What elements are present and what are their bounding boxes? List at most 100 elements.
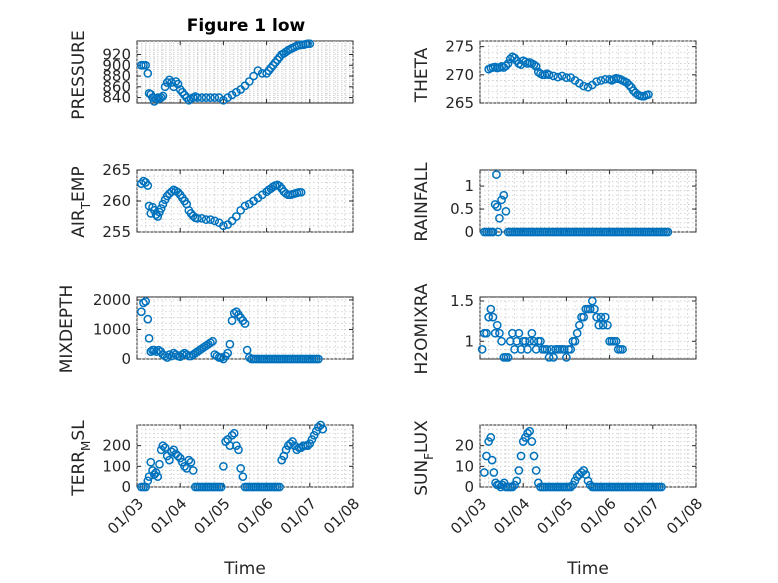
x-tick-label: 01/05: [190, 495, 233, 538]
data-point: [223, 348, 233, 358]
sun-flux-plot: 0 10 20 01/03 01/04 01/05 01/06 01/07 01/08: [447, 424, 706, 538]
data-point: [184, 95, 194, 105]
y-tick-label: 0: [464, 223, 474, 241]
data-point: [223, 93, 233, 102]
data-point: [296, 187, 306, 197]
y-tick-label: 275: [445, 38, 474, 56]
data-point: [592, 77, 601, 86]
data-point: [175, 453, 185, 463]
data-point: [151, 468, 161, 477]
y-tick-label: 920: [102, 45, 131, 63]
data-point: [184, 455, 194, 465]
data-point: [232, 212, 241, 221]
data-point: [216, 482, 226, 492]
data-point: [527, 437, 537, 446]
data-point: [590, 304, 599, 314]
data-point: [529, 451, 539, 461]
data-point: [146, 457, 156, 467]
data-point: [603, 320, 612, 330]
y-tick-label: 1.5: [450, 292, 474, 310]
x-tick-label: 01/08: [320, 495, 363, 538]
x-tick-label: 01/05: [533, 495, 576, 538]
data-point: [141, 60, 150, 70]
data-point: [486, 433, 496, 442]
x-tick-label: 01/07: [277, 495, 320, 538]
data-point: [201, 93, 211, 102]
data-point: [479, 468, 489, 477]
data-point: [542, 344, 552, 354]
data-point: [153, 212, 163, 221]
data-point: [622, 78, 632, 88]
air-temp-plot: 255 260 265: [102, 161, 354, 241]
y-tick-label: 10: [455, 457, 474, 475]
data-point: [305, 39, 315, 49]
data-point: [227, 316, 237, 325]
data-point: [173, 451, 183, 461]
x-tick-label: 01/06: [577, 495, 620, 538]
y-tick-label: 265: [102, 161, 131, 179]
data-point: [156, 204, 166, 213]
data-point: [193, 93, 202, 102]
terr-msl-ylabel: TERRMSL: [69, 420, 93, 497]
data-point: [557, 71, 567, 81]
y-tick-label: 840: [102, 89, 131, 107]
data-point: [188, 211, 198, 221]
data-point: [180, 461, 189, 471]
data-point: [514, 466, 524, 475]
data-point: [525, 336, 535, 346]
data-point: [492, 170, 501, 179]
y-tick-label: 0: [121, 350, 131, 368]
data-point: [490, 328, 500, 338]
data-point: [240, 81, 250, 91]
data-point: [136, 307, 146, 317]
data-point: [232, 87, 241, 97]
data-point: [193, 214, 202, 223]
x-tick-label: 01/04: [147, 495, 190, 538]
data-point: [484, 312, 493, 322]
rainfall-ylabel: RAINFALL: [412, 162, 432, 242]
data-point: [549, 71, 558, 81]
data-point: [143, 181, 153, 190]
data-point: [512, 476, 522, 486]
data-point: [236, 464, 246, 473]
y-tick-label: 2000: [93, 291, 131, 309]
data-point: [188, 466, 198, 475]
data-point: [489, 468, 499, 477]
theta-ylabel: THETA: [412, 47, 432, 103]
data-point: [153, 472, 163, 482]
data-point: [307, 435, 317, 444]
data-point: [488, 312, 498, 322]
data-point: [186, 209, 196, 218]
data-point: [600, 312, 610, 322]
theta-plot: 265 270 275: [445, 38, 697, 112]
data-point: [234, 445, 243, 455]
data-point: [309, 430, 319, 440]
x-tick-label: 01/03: [104, 495, 147, 538]
data-point: [570, 336, 580, 346]
data-point: [501, 206, 511, 216]
data-point: [210, 216, 220, 226]
data-point: [486, 304, 496, 314]
data-point: [165, 455, 174, 465]
data-point: [657, 482, 666, 492]
data-point: [292, 445, 302, 455]
data-point: [497, 336, 506, 346]
data-point: [219, 95, 228, 105]
data-point: [253, 66, 263, 76]
data-point: [487, 455, 497, 465]
y-tick-label: 1: [464, 177, 474, 195]
data-point: [585, 304, 595, 314]
y-tick-label: 100: [102, 457, 131, 475]
data-point: [501, 61, 511, 71]
data-point: [318, 424, 328, 434]
terr-msl-ylabel-sub: M: [79, 441, 93, 451]
air-temp-ylabel: AIRTEMP: [69, 166, 93, 237]
data-point: [516, 451, 526, 461]
data-point: [577, 468, 586, 477]
x-tick-label: 01/06: [234, 495, 277, 538]
data-point: [521, 433, 530, 442]
data-point: [572, 328, 582, 338]
data-point: [579, 81, 589, 91]
data-point: [158, 441, 168, 451]
